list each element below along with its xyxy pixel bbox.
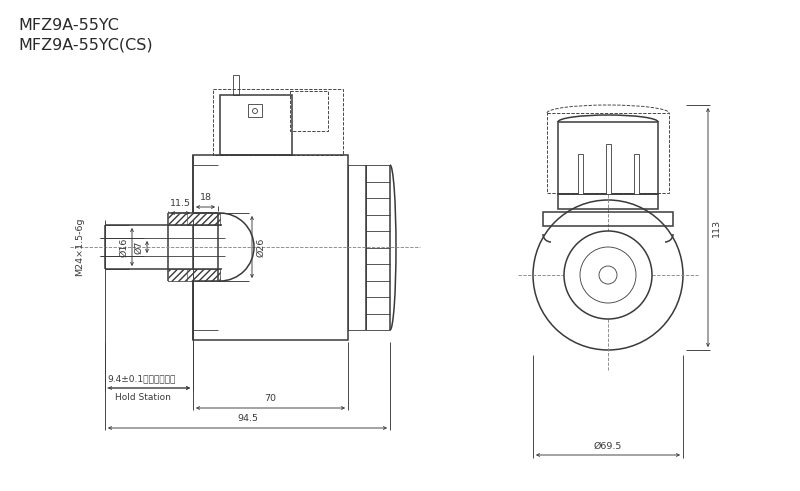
Circle shape xyxy=(599,266,617,284)
Circle shape xyxy=(253,109,258,113)
Text: 94.5: 94.5 xyxy=(237,414,258,423)
Bar xyxy=(634,154,638,194)
Text: M24×1.5-6g: M24×1.5-6g xyxy=(75,218,85,276)
Text: Hold Station: Hold Station xyxy=(115,393,171,402)
Bar xyxy=(220,95,292,155)
Bar xyxy=(547,113,669,193)
Text: 9.4±0.1（吸合位置）: 9.4±0.1（吸合位置） xyxy=(107,374,175,383)
Bar xyxy=(558,122,658,194)
Bar xyxy=(578,154,582,194)
Bar xyxy=(558,194,658,209)
Bar xyxy=(168,213,220,225)
Bar xyxy=(606,144,610,194)
Circle shape xyxy=(564,231,652,319)
Text: MFZ9A-55YC(CS): MFZ9A-55YC(CS) xyxy=(18,37,153,52)
Text: 70: 70 xyxy=(265,394,277,403)
Text: 113: 113 xyxy=(712,218,721,237)
Text: Ø16: Ø16 xyxy=(119,237,128,257)
Bar xyxy=(168,269,220,281)
Text: 18: 18 xyxy=(199,193,211,202)
Bar xyxy=(193,155,348,340)
Text: Ø69.5: Ø69.5 xyxy=(594,442,622,451)
Text: MFZ9A-55YC: MFZ9A-55YC xyxy=(18,18,119,33)
Text: Ø7: Ø7 xyxy=(134,240,143,254)
Bar xyxy=(233,75,239,95)
Bar xyxy=(187,213,220,225)
Bar xyxy=(248,104,262,117)
Circle shape xyxy=(580,247,636,303)
Bar xyxy=(348,165,366,330)
Bar xyxy=(290,91,328,131)
Bar xyxy=(543,212,673,226)
Circle shape xyxy=(533,200,683,350)
Text: 11.5: 11.5 xyxy=(170,199,191,208)
Bar xyxy=(187,269,220,281)
Bar xyxy=(213,89,343,155)
Text: Ø26: Ø26 xyxy=(256,237,265,257)
